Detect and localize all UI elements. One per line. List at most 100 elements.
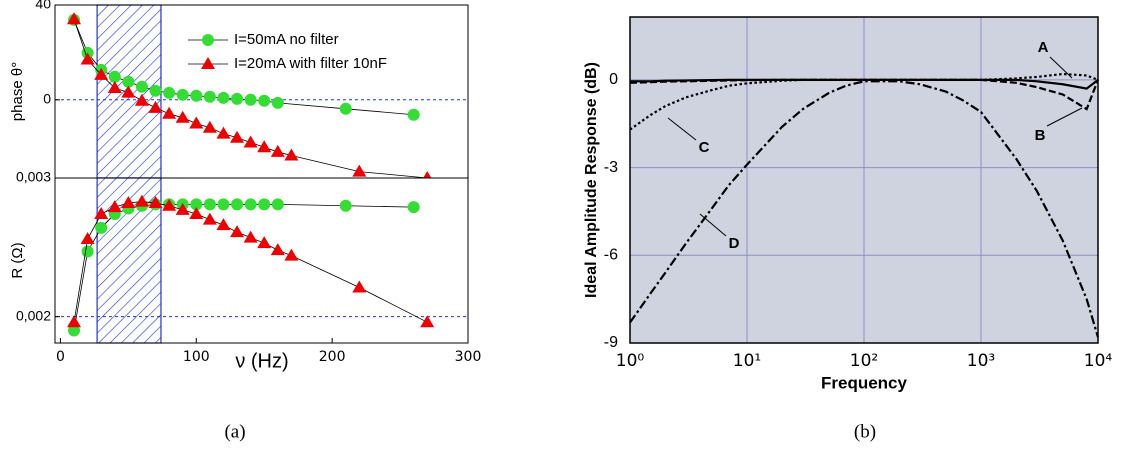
data-point — [420, 315, 435, 328]
series-line — [629, 78, 1100, 111]
data-point — [216, 218, 231, 231]
data-point — [190, 89, 203, 102]
data-point — [244, 198, 257, 211]
data-point — [148, 100, 163, 113]
x-tick-label: 100 — [183, 349, 210, 365]
data-point — [244, 93, 257, 106]
x-tick-label: 10¹ — [733, 351, 761, 371]
data-point — [190, 198, 203, 211]
x-tick-label: 10² — [850, 351, 878, 371]
data-point — [230, 225, 245, 238]
series-line — [629, 80, 1100, 338]
y-axis-label: phase θ° — [9, 62, 26, 121]
y-axis-label: Ideal Amplitude Response (dB) — [583, 62, 600, 298]
data-point — [122, 75, 135, 88]
data-point — [80, 232, 95, 245]
x-axis-label: Frequency — [821, 373, 908, 392]
x-axis-label: ν (Hz) — [235, 350, 288, 372]
annotation-leader — [1049, 56, 1073, 79]
y-tick-label: 0,003 — [16, 169, 51, 185]
data-point — [68, 324, 81, 337]
legend-symbol — [201, 57, 215, 69]
data-point — [163, 86, 176, 99]
data-point — [202, 212, 217, 225]
data-point — [176, 88, 189, 101]
x-tick-label: 10⁴ — [1084, 351, 1113, 371]
x-tick-label: 10⁰ — [616, 351, 645, 371]
legend-label: I=20mA with filter 10nF — [234, 55, 387, 72]
x-tick-label: 200 — [319, 349, 346, 365]
y-tick-label: 40 — [35, 0, 51, 12]
data-point — [67, 315, 82, 328]
y-tick-label: 0,002 — [16, 307, 51, 323]
data-point — [107, 80, 122, 93]
annotation: C — [699, 139, 710, 156]
data-point — [217, 198, 230, 211]
data-point — [230, 130, 245, 143]
data-point — [67, 12, 82, 25]
y-tick-label: -3 — [604, 159, 618, 176]
data-point — [352, 280, 367, 293]
data-point — [339, 102, 352, 115]
data-point — [257, 140, 272, 153]
data-point — [81, 245, 94, 258]
legend-label: I=50mA no filter — [234, 31, 339, 48]
y-tick-label: 0 — [43, 90, 51, 106]
legend-symbol — [202, 34, 214, 46]
data-point — [231, 198, 244, 211]
data-point — [284, 248, 299, 261]
data-point — [175, 110, 190, 123]
data-point — [202, 120, 217, 133]
data-point — [217, 91, 230, 104]
x-tick-label: 10³ — [967, 351, 995, 371]
data-point — [80, 52, 95, 65]
data-point — [175, 202, 190, 215]
x-tick-label: 300 — [455, 349, 482, 365]
data-point — [107, 200, 122, 213]
data-point — [407, 108, 420, 121]
data-point — [352, 164, 367, 177]
data-point — [270, 243, 285, 256]
data-point — [94, 67, 109, 80]
data-point — [216, 126, 231, 139]
data-point — [270, 144, 285, 157]
data-point — [108, 70, 121, 83]
data-point — [134, 93, 149, 106]
data-point — [231, 92, 244, 105]
data-point — [258, 198, 271, 211]
data-point — [121, 85, 136, 98]
data-point — [189, 116, 204, 129]
data-point — [243, 135, 258, 148]
y-tick-label: -6 — [604, 247, 618, 264]
data-point — [271, 96, 284, 109]
data-point — [94, 207, 109, 220]
annotation-leader — [1046, 107, 1083, 127]
caption: (a) — [224, 421, 245, 442]
data-point — [258, 94, 271, 107]
plot-frame — [54, 177, 469, 344]
data-point — [203, 198, 216, 211]
data-point — [121, 195, 136, 208]
y-axis-label: R (Ω) — [9, 242, 26, 278]
annotation: A — [1038, 39, 1049, 56]
data-point — [243, 230, 258, 243]
caption: (b) — [854, 421, 876, 442]
data-point — [149, 84, 162, 97]
x-tick-label: 0 — [56, 349, 65, 365]
data-point — [339, 199, 352, 212]
data-point — [257, 236, 272, 249]
data-point — [407, 201, 420, 214]
plot-frame — [629, 16, 1099, 344]
annotation-leader — [699, 213, 727, 237]
data-point — [189, 207, 204, 220]
data-point — [95, 221, 108, 234]
annotation-leader — [667, 117, 697, 141]
data-point — [271, 198, 284, 211]
data-point — [148, 195, 163, 208]
data-point — [134, 194, 149, 207]
y-tick-label: 0 — [609, 71, 618, 88]
data-point — [162, 198, 177, 211]
y-tick-label: -9 — [604, 334, 618, 351]
annotation: D — [729, 235, 740, 252]
